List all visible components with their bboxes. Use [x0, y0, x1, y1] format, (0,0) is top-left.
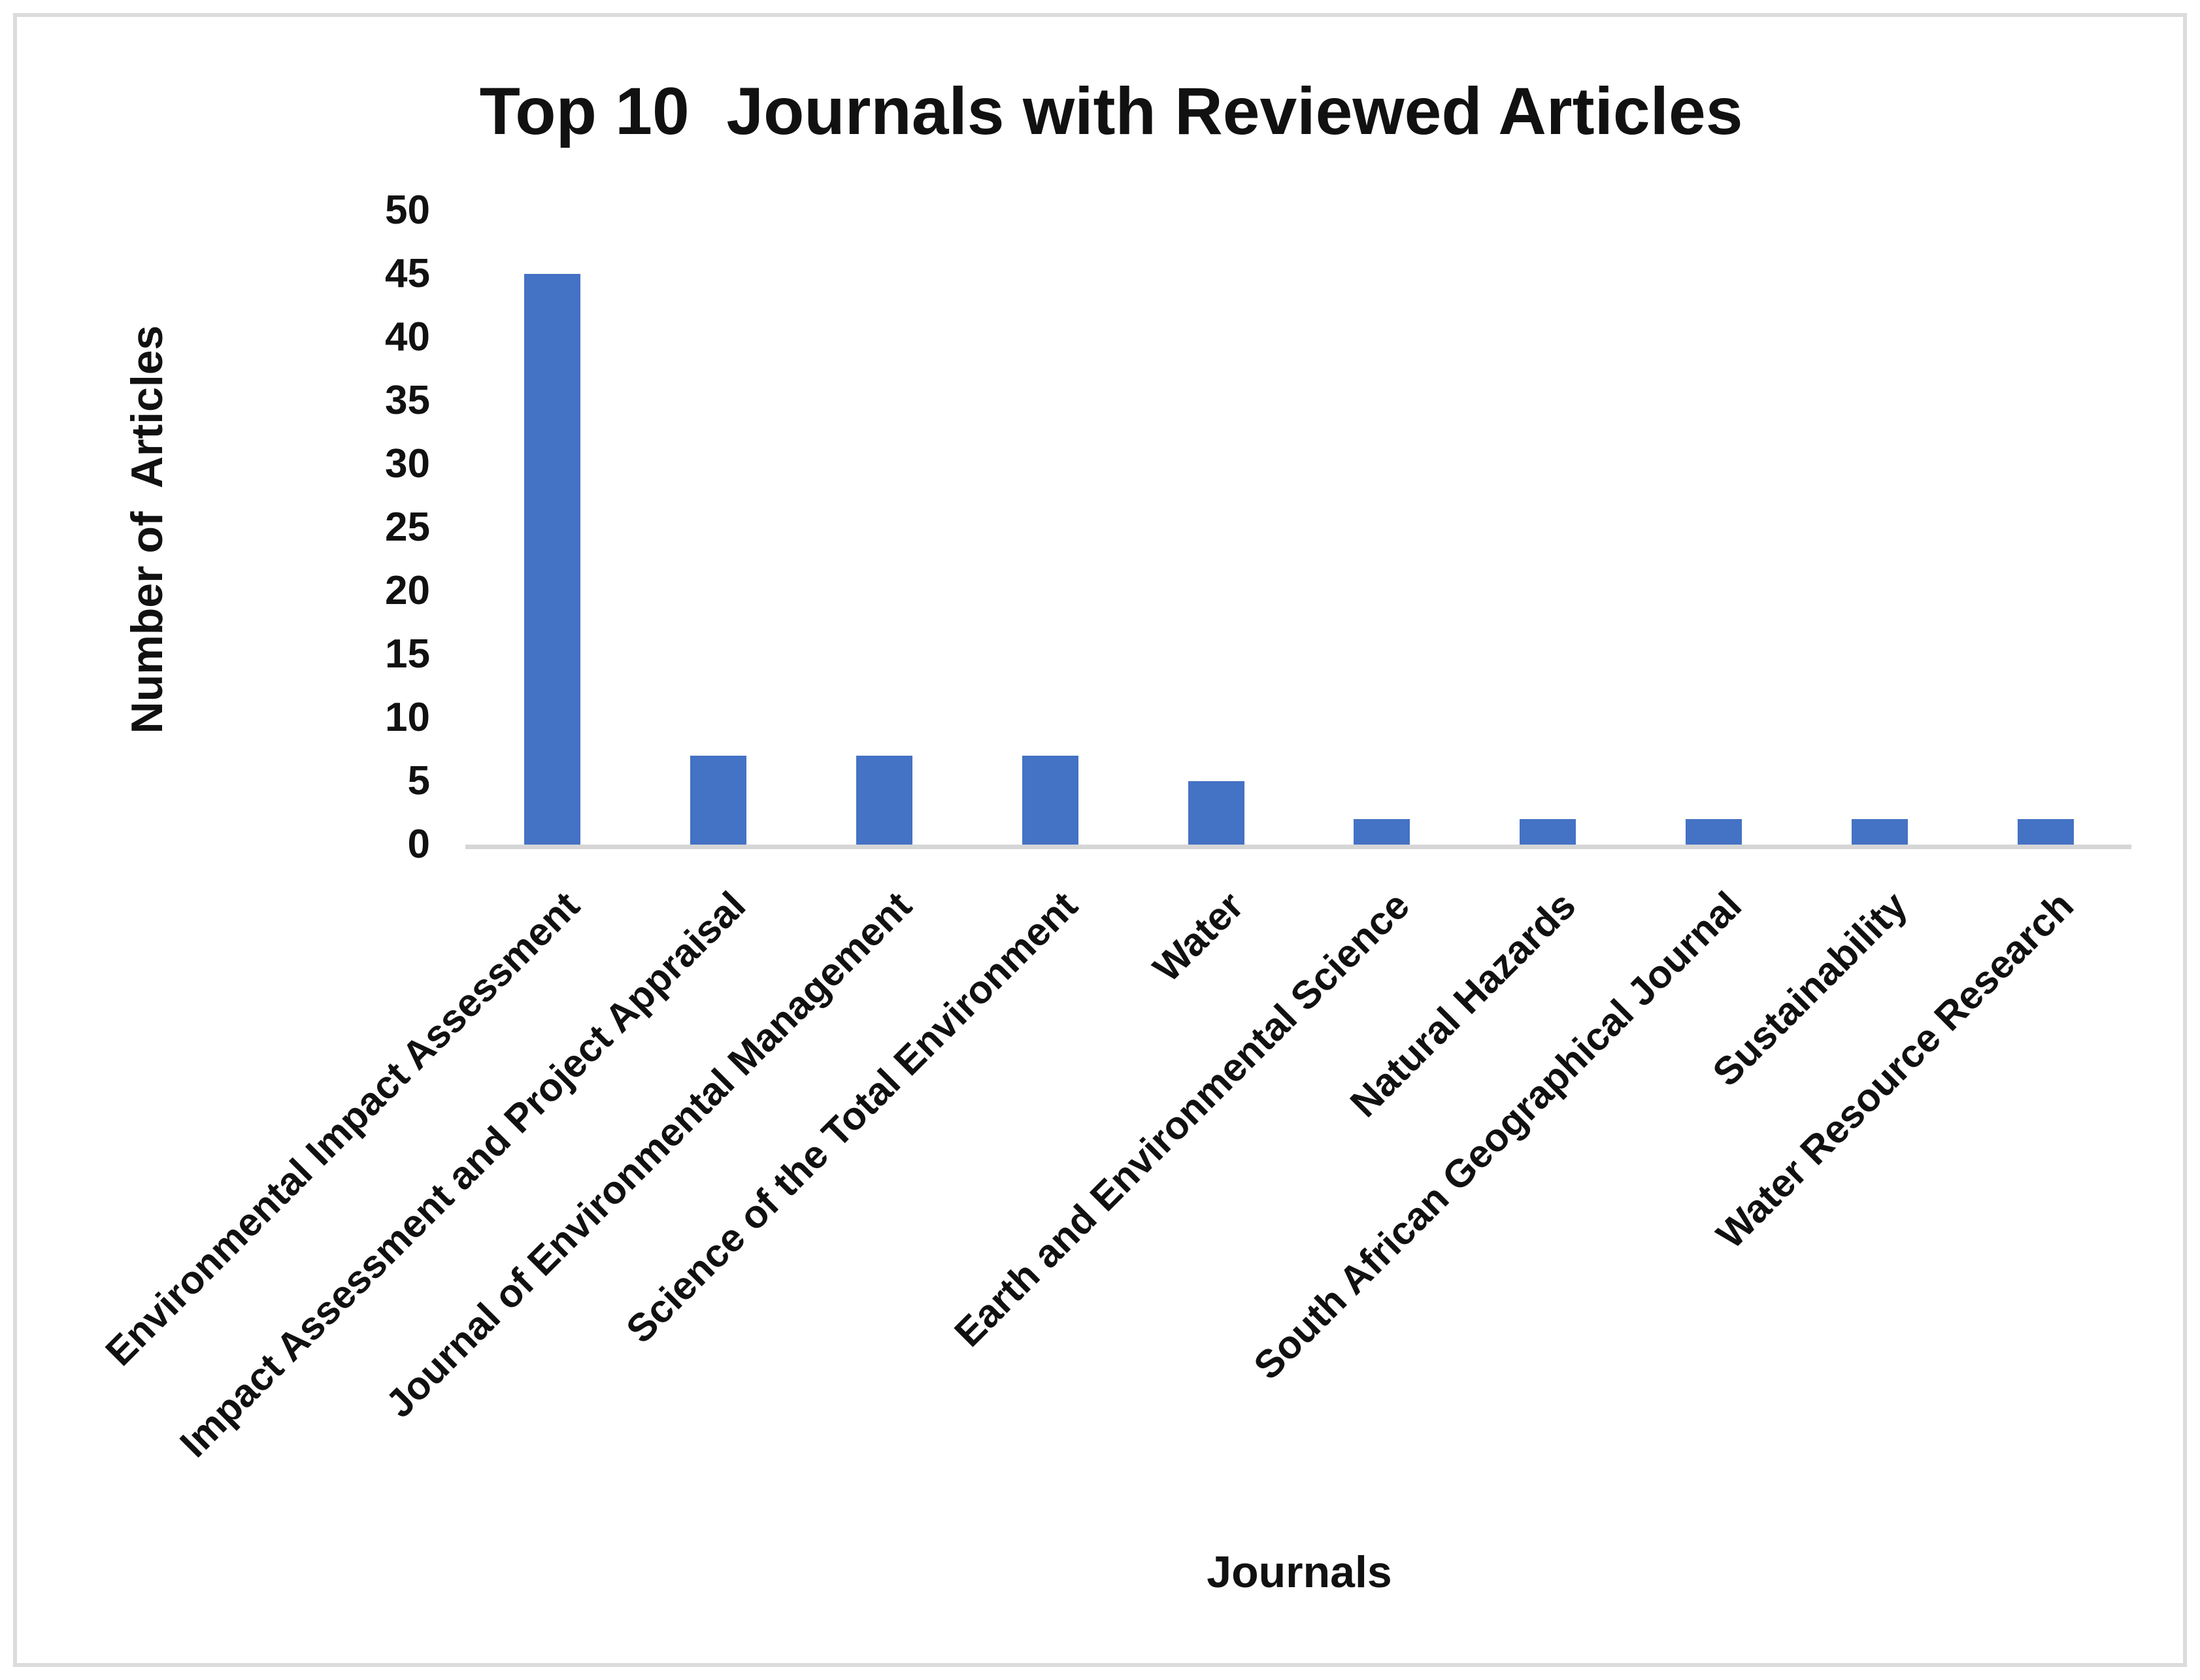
y-axis-tick-label: 15 — [385, 631, 430, 677]
y-axis-tick-label: 35 — [385, 378, 430, 423]
y-axis-tick-label: 40 — [385, 314, 430, 360]
x-axis-line — [465, 845, 2131, 849]
y-axis-tick-label: 30 — [385, 441, 430, 486]
bar — [1188, 781, 1244, 845]
x-axis-category-label: Water — [1144, 883, 1252, 990]
y-axis-tick-label: 20 — [385, 568, 430, 613]
plot-area: 0 5 10 15 20 25 30 35 40 45 50 Environmental Impac… — [97, 190, 2131, 1466]
y-axis-tick-label: 0 — [407, 822, 430, 867]
y-axis-tick-label: 25 — [385, 505, 430, 550]
chart-figure: Top 10 Journals with Reviewed Articles N… — [13, 13, 2187, 1667]
bar — [524, 274, 580, 845]
y-axis-title: Number of Articles — [122, 325, 172, 734]
x-axis-title: Journals — [1207, 1547, 1392, 1597]
y-axis-tick-label: 45 — [385, 251, 430, 296]
bar — [2018, 819, 2075, 845]
bar — [1852, 819, 1908, 845]
bar — [1520, 819, 1576, 845]
chart-title: Top 10 Journals with Reviewed Articles — [479, 74, 1743, 148]
bar — [1354, 819, 1410, 845]
bar — [1022, 756, 1078, 845]
y-axis-tick-label: 5 — [407, 758, 430, 803]
x-axis-category-label: Impact Assessment and Project Appraisal — [171, 883, 754, 1466]
x-axis-category-label: Water Resource Research — [1707, 883, 2082, 1257]
bar — [1686, 819, 1742, 845]
y-axis-tick-label: 50 — [385, 188, 430, 233]
y-axis-tick-label: 10 — [385, 695, 430, 740]
bar — [856, 756, 912, 845]
bar — [690, 756, 746, 845]
